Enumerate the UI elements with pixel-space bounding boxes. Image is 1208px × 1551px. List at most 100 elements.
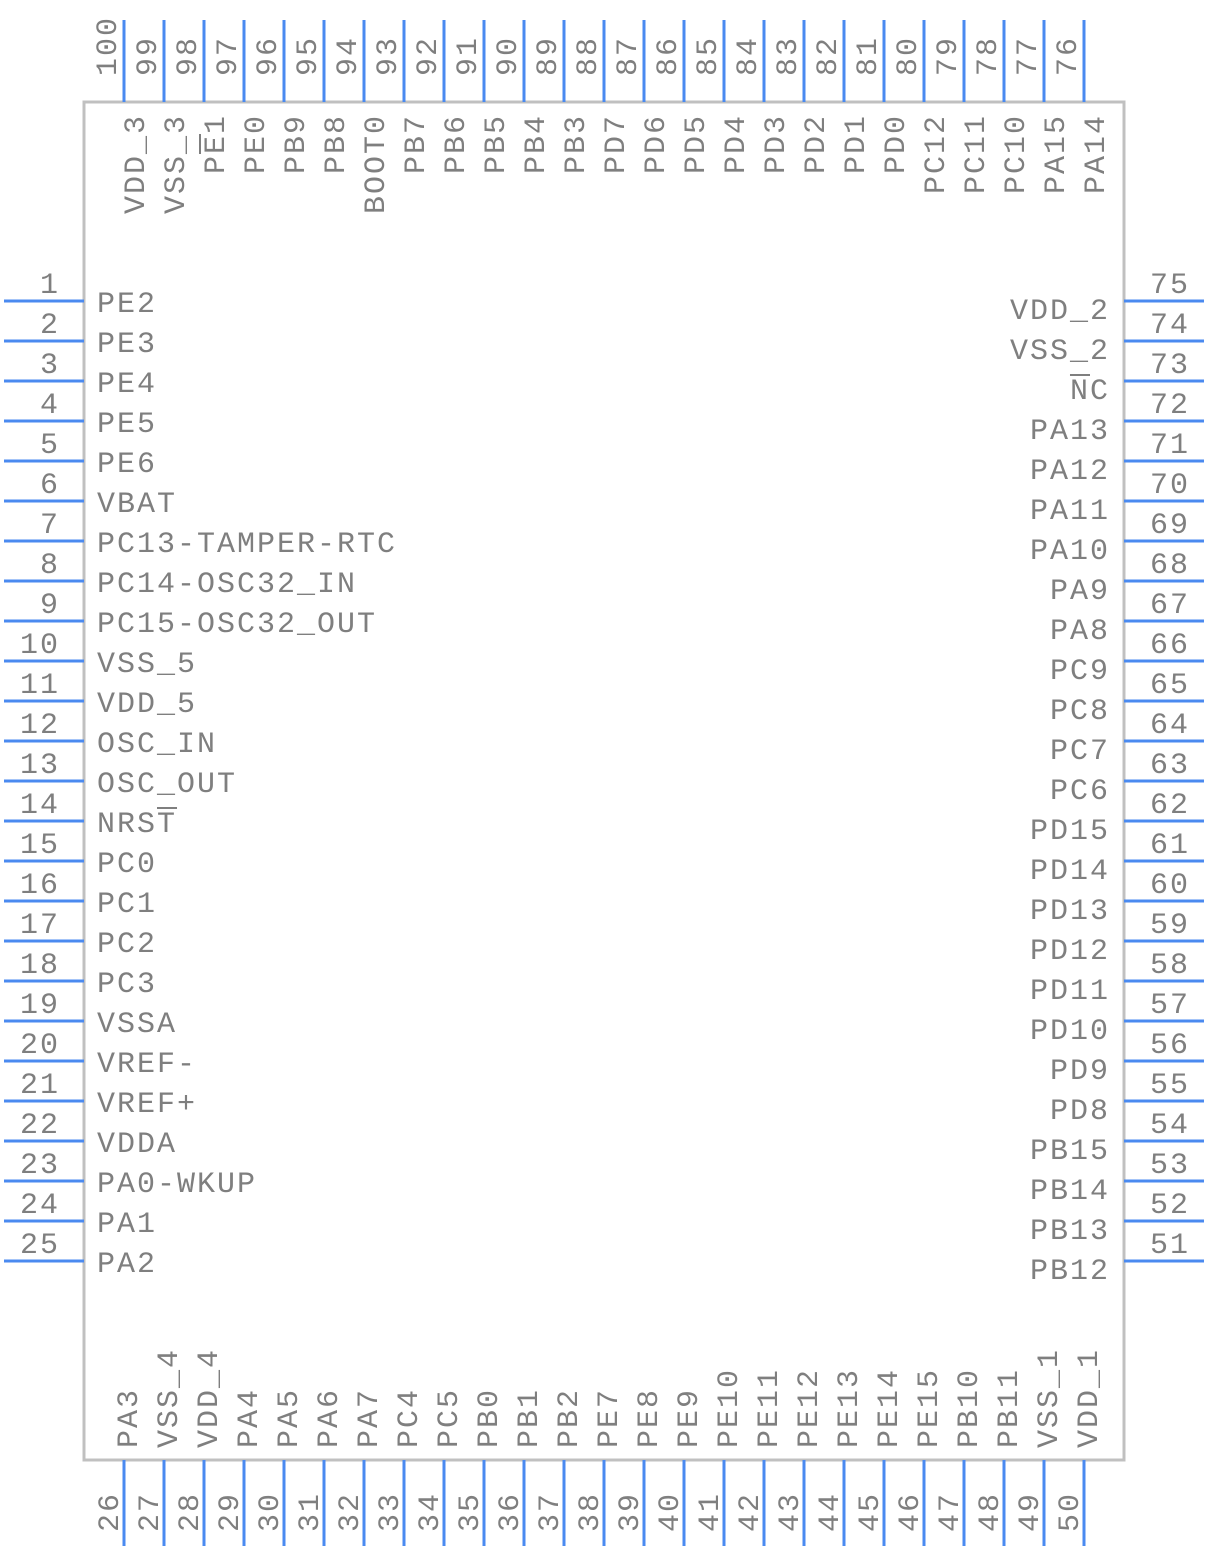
- pin-93[interactable]: 93 PB7: [372, 20, 434, 174]
- pin-76[interactable]: 76 PA14: [1052, 20, 1114, 194]
- pin-71[interactable]: 71 PA12: [1030, 429, 1204, 489]
- pin-43[interactable]: 43 PE12: [774, 1368, 827, 1546]
- pin-90[interactable]: 90 PB4: [492, 20, 554, 174]
- pin-45[interactable]: 45 PE14: [854, 1368, 907, 1546]
- pin-84[interactable]: 84 PD3: [732, 20, 794, 174]
- pin-50[interactable]: 50 VDD_1: [1054, 1348, 1107, 1546]
- pin-55[interactable]: 55 PD8: [1050, 1069, 1204, 1129]
- pin-92[interactable]: 92 PB6: [412, 20, 474, 174]
- pin-7[interactable]: 7 PC13-TAMPER-RTC: [4, 509, 397, 562]
- pin-31[interactable]: 31 PA6: [294, 1388, 347, 1546]
- pin-12[interactable]: 12 OSC_IN: [4, 709, 217, 762]
- pin-61[interactable]: 61 PD14: [1030, 829, 1204, 889]
- pin-100[interactable]: 100 VDD_3: [92, 16, 154, 214]
- pin-89[interactable]: 89 PB3: [532, 20, 594, 174]
- pin-63[interactable]: 63 PC6: [1050, 749, 1204, 809]
- pin-41[interactable]: 41 PE10: [694, 1368, 747, 1546]
- pin-66[interactable]: 66 PC9: [1050, 629, 1204, 689]
- pin-53[interactable]: 53 PB14: [1030, 1149, 1204, 1209]
- pin-80[interactable]: 80 PC12: [892, 20, 954, 194]
- pin-44[interactable]: 44 PE13: [814, 1368, 867, 1546]
- pin-10[interactable]: 10 VSS_5: [4, 629, 197, 682]
- pin-3[interactable]: 3 PE4: [4, 349, 157, 402]
- pin-36[interactable]: 36 PB1: [494, 1388, 547, 1546]
- pin-5[interactable]: 5 PE6: [4, 429, 157, 482]
- pin-8[interactable]: 8 PC14-OSC32_IN: [4, 549, 357, 602]
- pin-29[interactable]: 29 PA4: [214, 1388, 267, 1546]
- pin-91[interactable]: 91 PB5: [452, 20, 514, 174]
- pin-56[interactable]: 56 PD9: [1050, 1029, 1204, 1089]
- pin-25[interactable]: 25 PA2: [4, 1229, 157, 1282]
- pin-78[interactable]: 78 PC10: [972, 20, 1034, 194]
- pin-46[interactable]: 46 PE15: [894, 1368, 947, 1546]
- pin-33[interactable]: 33 PC4: [374, 1388, 427, 1546]
- pin-75[interactable]: 75 VDD_2: [1010, 269, 1204, 329]
- pin-60[interactable]: 60 PD13: [1030, 869, 1204, 929]
- pin-27[interactable]: 27 VSS_4: [134, 1348, 187, 1546]
- pin-67[interactable]: 67 PA8: [1050, 589, 1204, 649]
- pin-17[interactable]: 17 PC2: [4, 909, 157, 962]
- pin-54[interactable]: 54 PB15: [1030, 1109, 1204, 1169]
- pin-88[interactable]: 88 PD7: [572, 20, 634, 174]
- pin-47[interactable]: 47 PB10: [934, 1368, 987, 1546]
- pin-72[interactable]: 72 PA13: [1030, 389, 1204, 449]
- pin-28[interactable]: 28 VDD_4: [174, 1348, 227, 1546]
- pin-11[interactable]: 11 VDD_5: [4, 669, 197, 722]
- pin-98[interactable]: 98 PE1: [172, 20, 234, 174]
- pin-69[interactable]: 69 PA10: [1030, 509, 1204, 569]
- pin-51[interactable]: 51 PB12: [1030, 1229, 1204, 1289]
- pin-16[interactable]: 16 PC1: [4, 869, 157, 922]
- pin-77[interactable]: 77 PA15: [1012, 20, 1074, 194]
- pin-32[interactable]: 32 PA7: [334, 1388, 387, 1546]
- pin-6[interactable]: 6 VBAT: [4, 469, 177, 522]
- pin-85[interactable]: 85 PD4: [692, 20, 754, 174]
- pin-15[interactable]: 15 PC0: [4, 829, 157, 882]
- pin-14[interactable]: 14 NRST: [4, 789, 178, 842]
- pin-94[interactable]: 94 BOOT0: [332, 20, 394, 214]
- pin-2[interactable]: 2 PE3: [4, 309, 157, 362]
- pin-68[interactable]: 68 PA9: [1050, 549, 1204, 609]
- pin-21[interactable]: 21 VREF+: [4, 1069, 197, 1122]
- pin-52[interactable]: 52 PB13: [1030, 1189, 1204, 1249]
- pin-59[interactable]: 59 PD12: [1030, 909, 1204, 969]
- pin-97[interactable]: 97 PE0: [212, 20, 274, 174]
- pin-24[interactable]: 24 PA1: [4, 1189, 157, 1242]
- pin-40[interactable]: 40 PE9: [654, 1388, 707, 1546]
- pin-95[interactable]: 95 PB8: [292, 20, 354, 174]
- pin-49[interactable]: 49 VSS_1: [1014, 1348, 1067, 1546]
- pin-22[interactable]: 22 VDDA: [4, 1109, 177, 1162]
- pin-64[interactable]: 64 PC7: [1050, 709, 1204, 769]
- pin-1[interactable]: 1 PE2: [4, 269, 157, 322]
- pin-81[interactable]: 81 PD0: [852, 20, 914, 174]
- pin-73[interactable]: 73 NC: [1069, 349, 1204, 409]
- pin-38[interactable]: 38 PE7: [574, 1388, 627, 1546]
- pin-70[interactable]: 70 PA11: [1030, 469, 1204, 529]
- pin-86[interactable]: 86 PD5: [652, 20, 714, 174]
- pin-30[interactable]: 30 PA5: [254, 1388, 307, 1546]
- pin-96[interactable]: 96 PB9: [252, 20, 314, 174]
- pin-34[interactable]: 34 PC5: [414, 1388, 467, 1546]
- pin-82[interactable]: 82 PD1: [812, 20, 874, 174]
- pin-62[interactable]: 62 PD15: [1030, 789, 1204, 849]
- pin-20[interactable]: 20 VREF-: [4, 1029, 197, 1082]
- pin-48[interactable]: 48 PB11: [974, 1368, 1027, 1546]
- pin-42[interactable]: 42 PE11: [734, 1368, 787, 1546]
- pin-74[interactable]: 74 VSS_2: [1010, 309, 1204, 369]
- pin-35[interactable]: 35 PB0: [454, 1388, 507, 1546]
- pin-4[interactable]: 4 PE5: [4, 389, 157, 442]
- pin-23[interactable]: 23 PA0-WKUP: [4, 1149, 257, 1202]
- pin-26[interactable]: 26 PA3: [94, 1388, 147, 1546]
- pin-18[interactable]: 18 PC3: [4, 949, 157, 1002]
- pin-65[interactable]: 65 PC8: [1050, 669, 1204, 729]
- pin-13[interactable]: 13 OSC_OUT: [4, 749, 237, 802]
- pin-39[interactable]: 39 PE8: [614, 1388, 667, 1546]
- pin-57[interactable]: 57 PD10: [1030, 989, 1204, 1049]
- pin-99[interactable]: 99 VSS_3: [132, 20, 194, 214]
- pin-37[interactable]: 37 PB2: [534, 1388, 587, 1546]
- pin-87[interactable]: 87 PD6: [612, 20, 674, 174]
- pin-9[interactable]: 9 PC15-OSC32_OUT: [4, 589, 377, 642]
- pin-19[interactable]: 19 VSSA: [4, 989, 177, 1042]
- pin-83[interactable]: 83 PD2: [772, 20, 834, 174]
- pin-79[interactable]: 79 PC11: [932, 20, 994, 194]
- pin-58[interactable]: 58 PD11: [1030, 949, 1204, 1009]
